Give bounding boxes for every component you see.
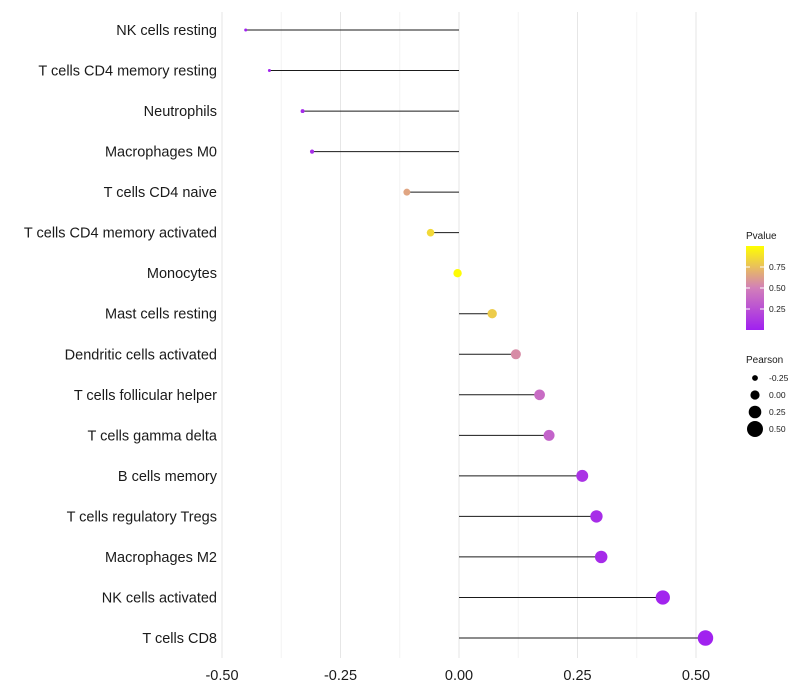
pearson-legend-key-2 (748, 405, 762, 419)
point-1 (267, 69, 271, 73)
x-tick-label-2: 0.00 (445, 668, 473, 684)
category-label-8: Dendritic cells activated (65, 347, 217, 363)
pearson-legend-key-0 (752, 375, 758, 381)
category-label-15: T cells CD8 (142, 631, 217, 647)
category-label-7: Mast cells resting (105, 307, 217, 323)
pvalue-legend-label-2: 0.75 (769, 262, 786, 272)
pearson-legend-label-0: -0.25 (769, 373, 789, 383)
point-15 (697, 630, 714, 646)
category-label-10: T cells gamma delta (88, 428, 218, 444)
pvalue-legend-title: Pvalue (746, 231, 777, 242)
pearson-legend-label-3: 0.50 (769, 424, 786, 434)
y-axis-labels: NK cells resting T cells CD4 memory resti… (24, 23, 218, 647)
point-2 (300, 109, 305, 114)
x-tick-label-4: 0.50 (682, 668, 710, 684)
x-tick-label-1: -0.25 (324, 668, 357, 684)
category-label-6: Monocytes (147, 266, 217, 282)
category-label-11: B cells memory (118, 469, 218, 485)
pvalue-legend-label-1: 0.50 (769, 283, 786, 293)
pvalue-legend: Pvalue 0.25 0.50 0.75 (746, 231, 786, 330)
category-label-9: T cells follicular helper (74, 388, 217, 404)
category-label-2: Neutrophils (144, 104, 217, 120)
pearson-legend: Pearson -0.25 0.00 0.25 0.50 (746, 355, 789, 437)
pearson-legend-label-1: 0.00 (769, 390, 786, 400)
point-14 (655, 590, 670, 605)
x-axis-labels: -0.50 -0.25 0.00 0.25 0.50 (205, 668, 710, 684)
x-tick-label-3: 0.25 (563, 668, 591, 684)
stems (245, 29, 706, 639)
points (244, 28, 714, 646)
category-label-3: Macrophages M0 (105, 145, 217, 161)
point-7 (487, 309, 497, 319)
pvalue-legend-label-0: 0.25 (769, 304, 786, 314)
pvalue-colorbar (746, 246, 764, 330)
point-11 (576, 469, 589, 482)
point-0 (244, 28, 248, 32)
point-6 (453, 269, 462, 278)
category-label-1: T cells CD4 memory resting (38, 64, 217, 80)
point-13 (594, 550, 608, 564)
category-label-12: T cells regulatory Tregs (67, 509, 217, 525)
point-12 (590, 510, 603, 523)
point-9 (534, 389, 545, 401)
point-4 (403, 188, 411, 196)
point-8 (510, 349, 521, 360)
point-10 (543, 429, 555, 441)
point-5 (426, 228, 435, 237)
pearson-legend-key-1 (750, 390, 760, 400)
category-label-4: T cells CD4 naive (104, 185, 217, 201)
grid (221, 12, 697, 658)
pearson-legend-key-3 (747, 421, 763, 437)
x-tick-label-0: -0.50 (205, 668, 238, 684)
category-label-5: T cells CD4 memory activated (24, 226, 217, 242)
point-3 (309, 149, 315, 154)
category-label-14: NK cells activated (102, 590, 217, 606)
pearson-legend-title: Pearson (746, 355, 783, 366)
category-label-13: Macrophages M2 (105, 550, 217, 566)
category-label-0: NK cells resting (116, 23, 217, 39)
pearson-legend-label-2: 0.25 (769, 407, 786, 417)
